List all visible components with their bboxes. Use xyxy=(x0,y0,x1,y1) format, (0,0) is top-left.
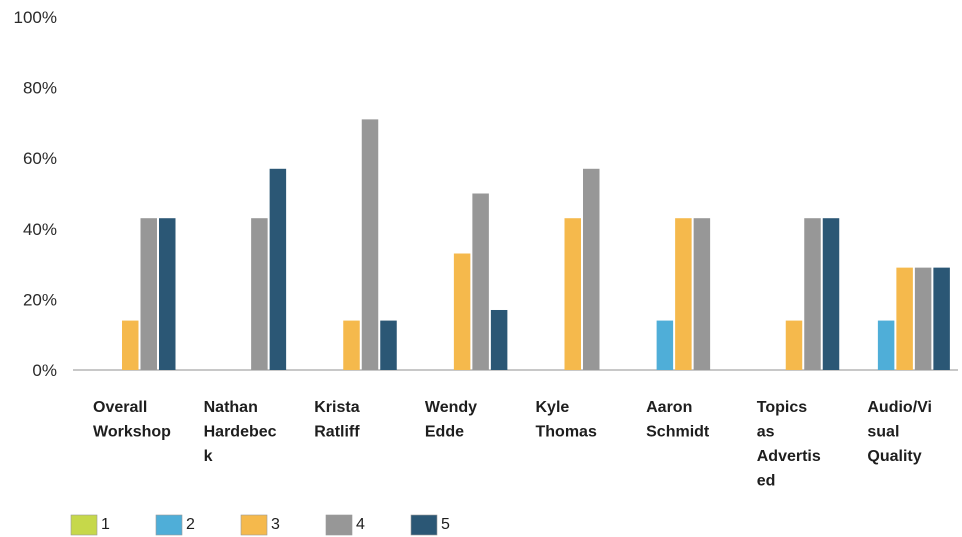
bar-series-4 xyxy=(361,119,379,371)
x-category-label-line: Hardebec xyxy=(204,424,277,441)
x-category-label-line: Quality xyxy=(867,448,921,465)
x-category-label-line: Wendy xyxy=(425,399,477,416)
x-category-label-line: Advertis xyxy=(757,448,821,465)
x-category-label-line: Ratliff xyxy=(314,424,360,441)
x-category-label: Aaron Schmidt xyxy=(646,399,710,441)
bar-series-4 xyxy=(693,218,711,370)
bar-series-3 xyxy=(896,267,913,370)
legend-label: 3 xyxy=(271,516,280,533)
x-category-label: Nathan Hardebec k xyxy=(204,399,277,465)
legend-label: 4 xyxy=(356,516,365,533)
bar-series-4 xyxy=(251,218,268,370)
bar-series-5 xyxy=(822,218,840,370)
bar-series-4 xyxy=(914,267,932,370)
legend-swatch xyxy=(155,514,183,536)
bar-series-3 xyxy=(675,218,692,370)
x-category-label-line: sual xyxy=(867,424,899,441)
bar-series-5 xyxy=(933,267,950,370)
bar-series-2 xyxy=(877,320,895,370)
x-category-label: Kyle Thomas xyxy=(536,399,597,441)
legend-label: 2 xyxy=(186,516,195,533)
x-category-label-line: k xyxy=(204,448,213,465)
x-category-label-line: Overall xyxy=(93,399,147,416)
x-category-label-line: Audio/Vi xyxy=(867,399,932,416)
bar-series-4 xyxy=(472,193,489,370)
x-category-label: Overall Workshop xyxy=(93,399,171,441)
bar-series-2 xyxy=(656,320,674,370)
legend-swatch xyxy=(240,514,268,536)
bar-series-3 xyxy=(453,253,471,370)
bar-series-5 xyxy=(159,218,176,370)
x-category-label: Audio/Vi sual Quality xyxy=(867,399,932,465)
bar-series-5 xyxy=(380,320,397,370)
legend-label: 5 xyxy=(441,516,450,533)
bar-series-3 xyxy=(122,320,139,370)
y-tick-label: 100% xyxy=(14,8,57,27)
x-category-label: Topics as Advertis ed xyxy=(757,399,821,490)
x-category-label-line: Edde xyxy=(425,424,464,441)
x-category-label: Wendy Edde xyxy=(425,399,477,441)
x-category-label-line: Workshop xyxy=(93,424,171,441)
x-category-label-line: Krista xyxy=(314,399,359,416)
legend-swatch xyxy=(325,514,353,536)
x-category-label: Krista Ratliff xyxy=(314,399,360,441)
x-category-label-line: Aaron xyxy=(646,399,692,416)
legend-label: 1 xyxy=(101,516,110,533)
y-tick-label: 20% xyxy=(23,290,57,309)
bar-series-3 xyxy=(564,218,581,370)
bar-series-4 xyxy=(140,218,157,370)
x-category-label-line: Schmidt xyxy=(646,424,710,441)
x-category-label-line: Kyle xyxy=(536,399,570,416)
x-category-label-line: ed xyxy=(757,473,776,490)
y-tick-label: 0% xyxy=(32,361,57,380)
y-tick-label: 60% xyxy=(23,149,57,168)
bar-series-5 xyxy=(269,168,287,370)
bar-series-4 xyxy=(583,168,600,370)
bar-series-3 xyxy=(785,320,803,370)
x-category-label-line: as xyxy=(757,424,775,441)
x-category-label-line: Thomas xyxy=(536,424,597,441)
x-category-label-line: Topics xyxy=(757,399,807,416)
bar-series-4 xyxy=(804,218,821,370)
legend-swatch xyxy=(410,514,438,536)
y-tick-label: 40% xyxy=(23,220,57,239)
legend-swatch xyxy=(70,514,98,536)
bar-series-5 xyxy=(490,309,508,370)
y-tick-label: 80% xyxy=(23,79,57,98)
bar-series-3 xyxy=(343,320,360,370)
x-category-label-line: Nathan xyxy=(204,399,258,416)
